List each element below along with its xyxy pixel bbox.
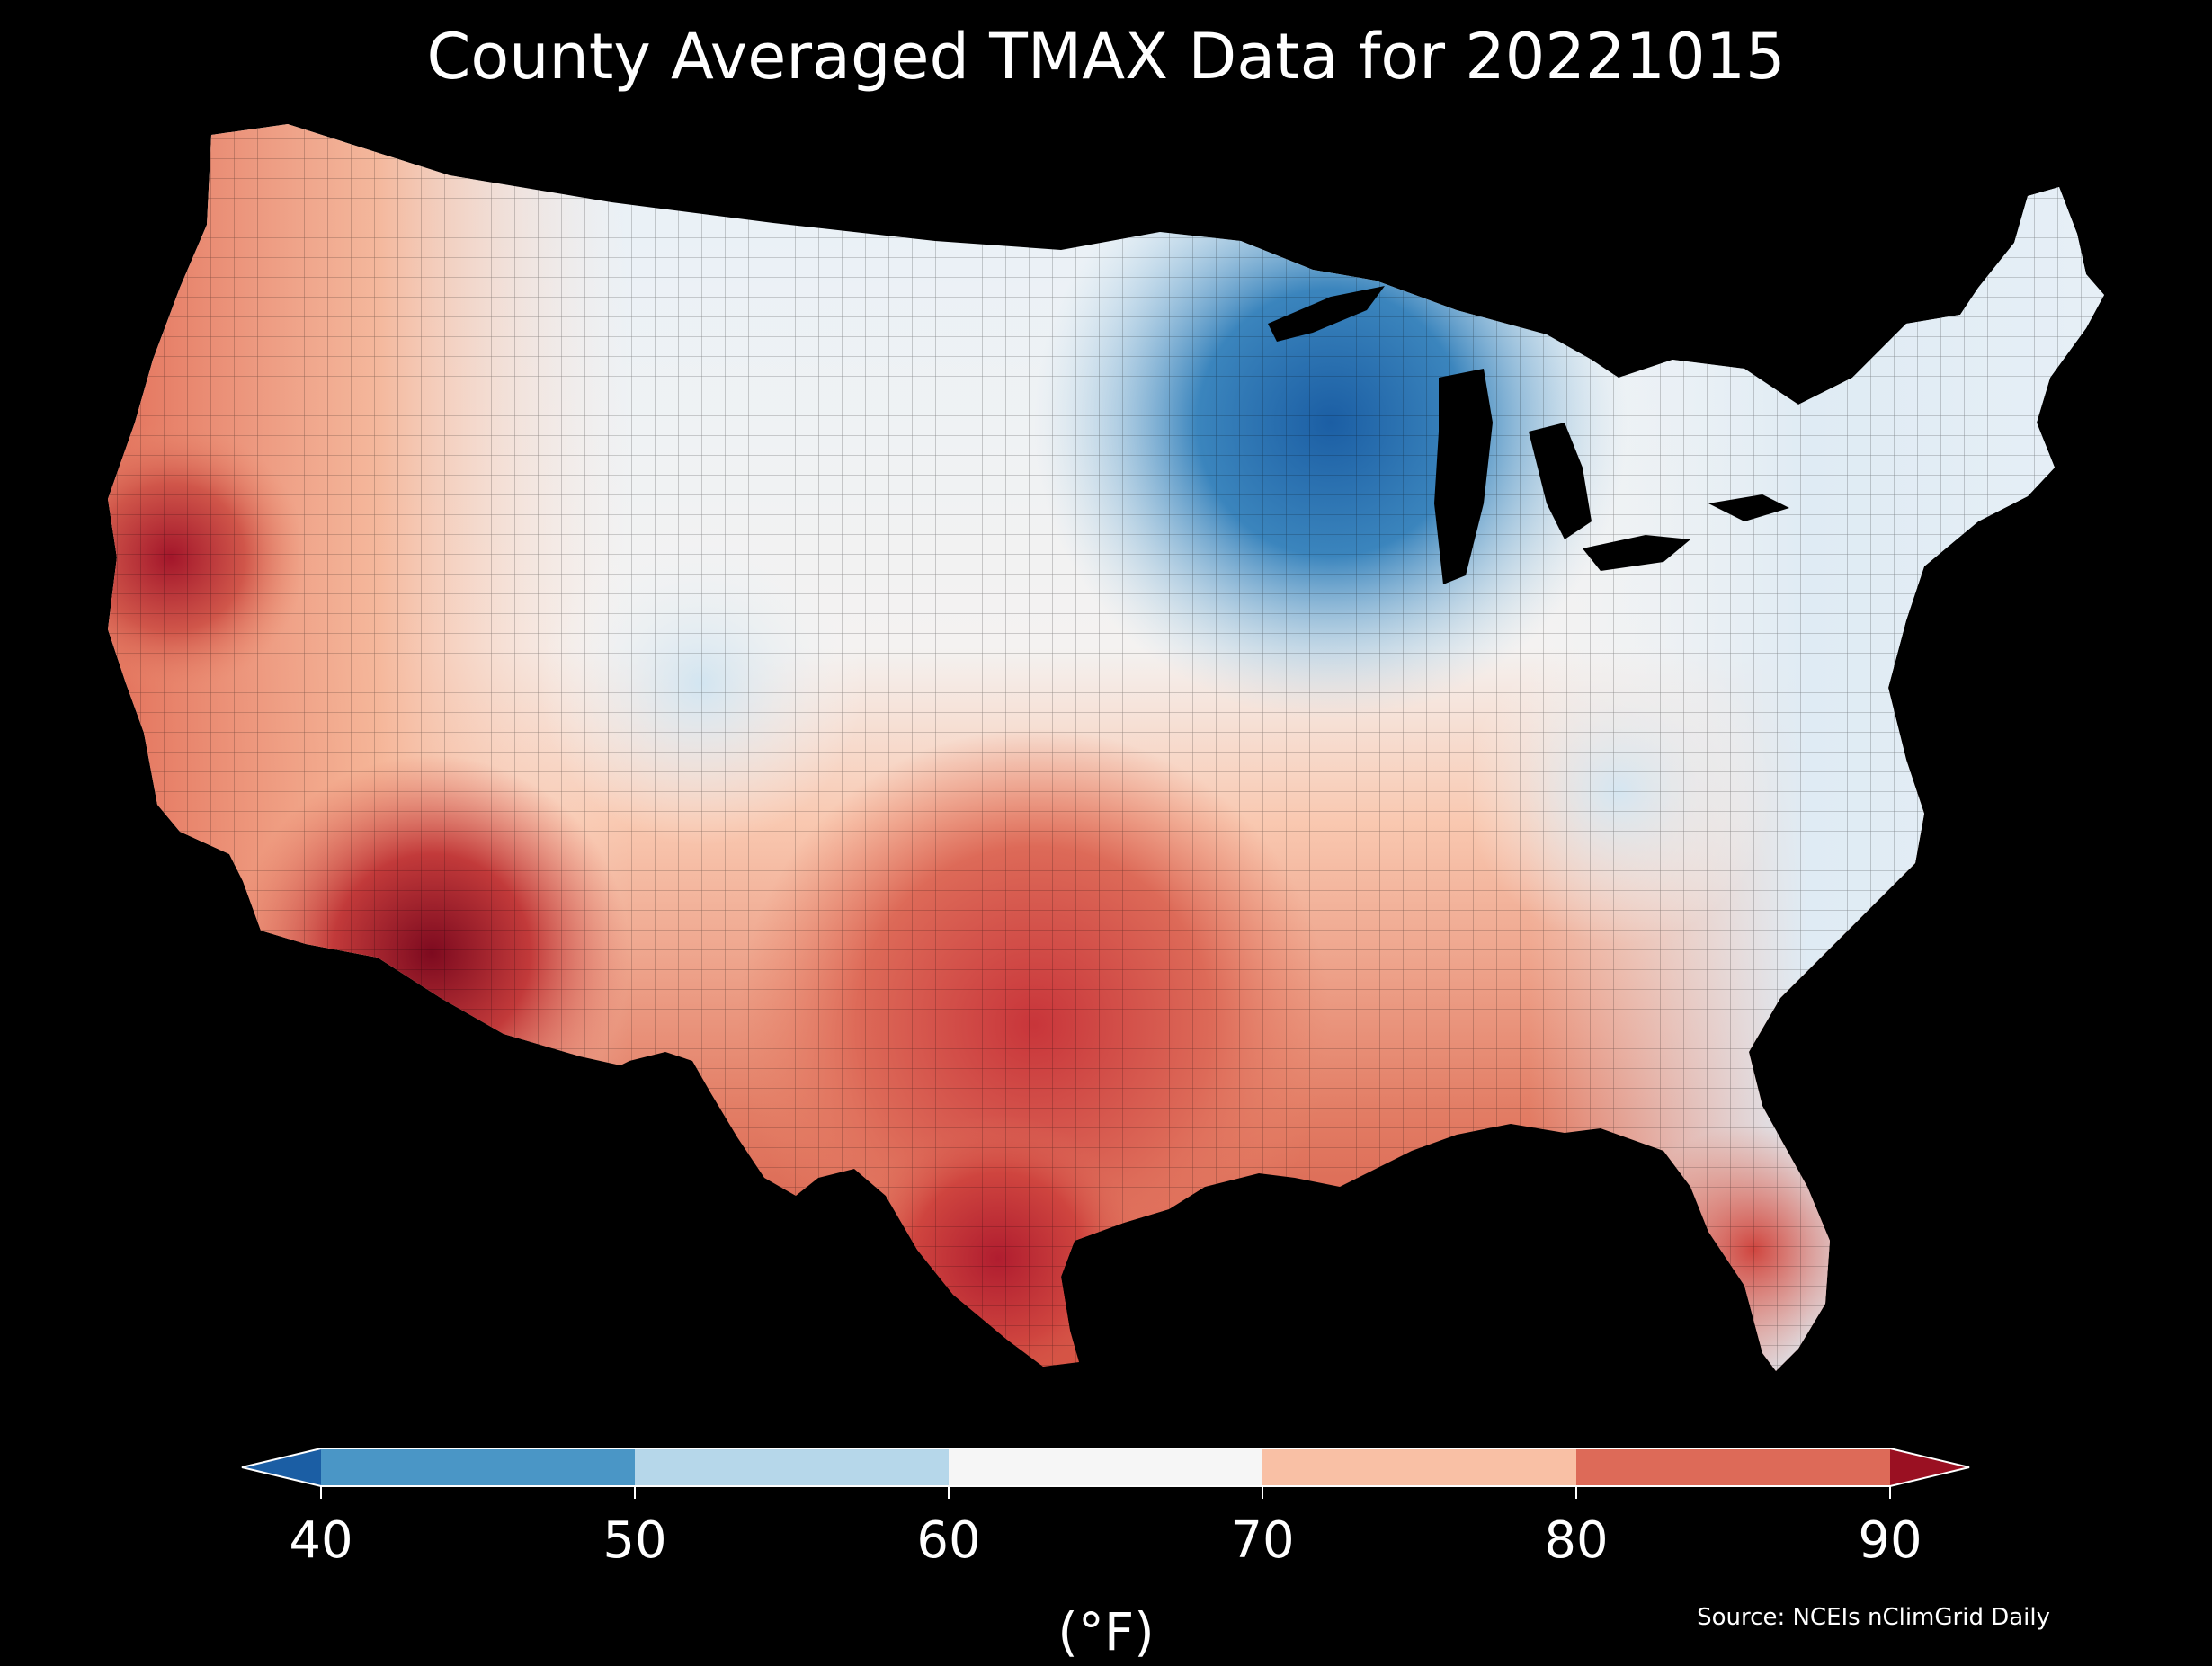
colorbar-units-label: (°F) [1057,1601,1155,1662]
colorbar-tick-label: 90 [1858,1511,1922,1570]
colorbar-bin-2 [949,1448,1262,1486]
colorbar-bin-0 [321,1448,635,1486]
colorbar-under-extension [242,1448,321,1486]
colorbar-bin-3 [1262,1448,1576,1486]
colorbar-tick-label: 80 [1544,1511,1609,1570]
colorbar-tick-label: 60 [916,1511,981,1570]
colorbar-over-extension [1890,1448,1969,1486]
map-title: County Averaged TMAX Data for 20221015 [426,20,1786,94]
colorbar-bin-4 [1576,1448,1890,1486]
source-credit: Source: NCEIs nClimGrid Daily [1697,1604,2050,1631]
colorbar-tick-label: 50 [602,1511,667,1570]
great-lakes [1268,286,1789,584]
colorbar-bin-1 [635,1448,949,1486]
colorbar-tick-label: 70 [1230,1511,1295,1570]
colorbar-tick-label: 40 [289,1511,353,1570]
